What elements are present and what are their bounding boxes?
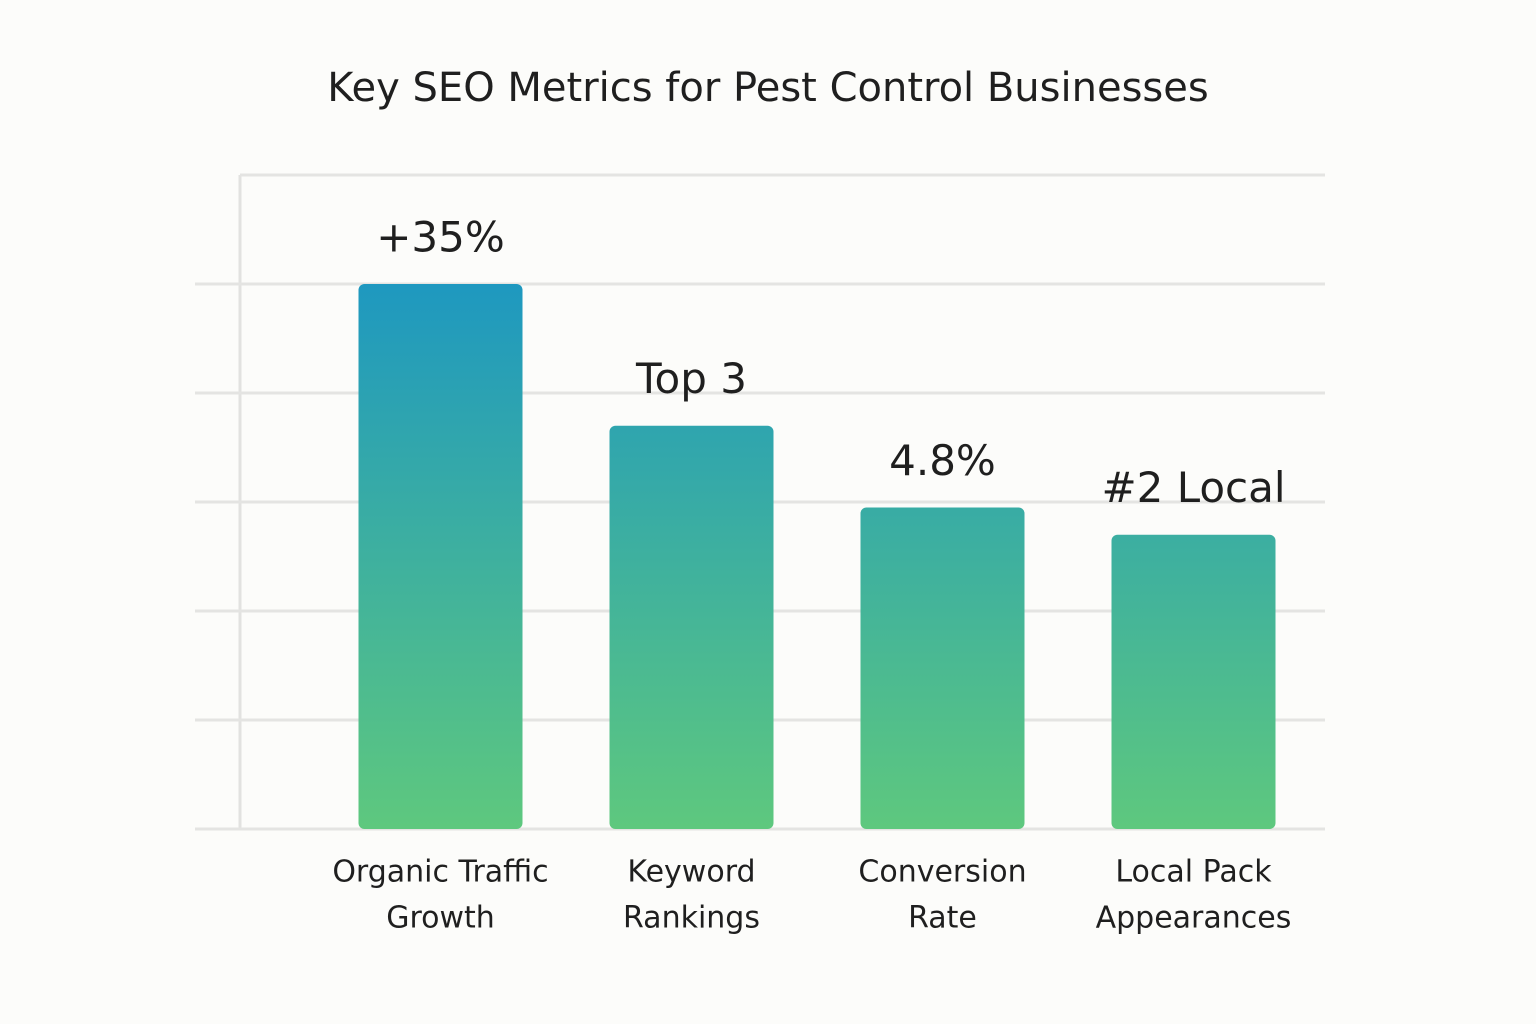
bar [358,284,523,829]
x-tick-label: Appearances [1096,901,1292,936]
bar-annotation: Top 3 [635,354,747,403]
bar [860,507,1025,829]
bar-annotation: #2 Local [1101,463,1285,512]
bar-annotation: 4.8% [889,436,996,485]
x-tick-label: Growth [386,901,495,936]
x-tick-label: Local Pack [1115,855,1272,890]
x-tick-label: Rankings [623,901,760,936]
bar-annotation: +35% [376,213,505,262]
x-tick-label: Keyword [627,855,755,890]
x-tick-label: Organic Traffic [332,855,548,890]
chart-title: Key SEO Metrics for Pest Control Busines… [327,65,1208,111]
x-tick-label: Rate [908,901,977,936]
x-tick-label: Conversion [858,855,1026,890]
bar [609,425,774,829]
bar [1111,534,1276,829]
